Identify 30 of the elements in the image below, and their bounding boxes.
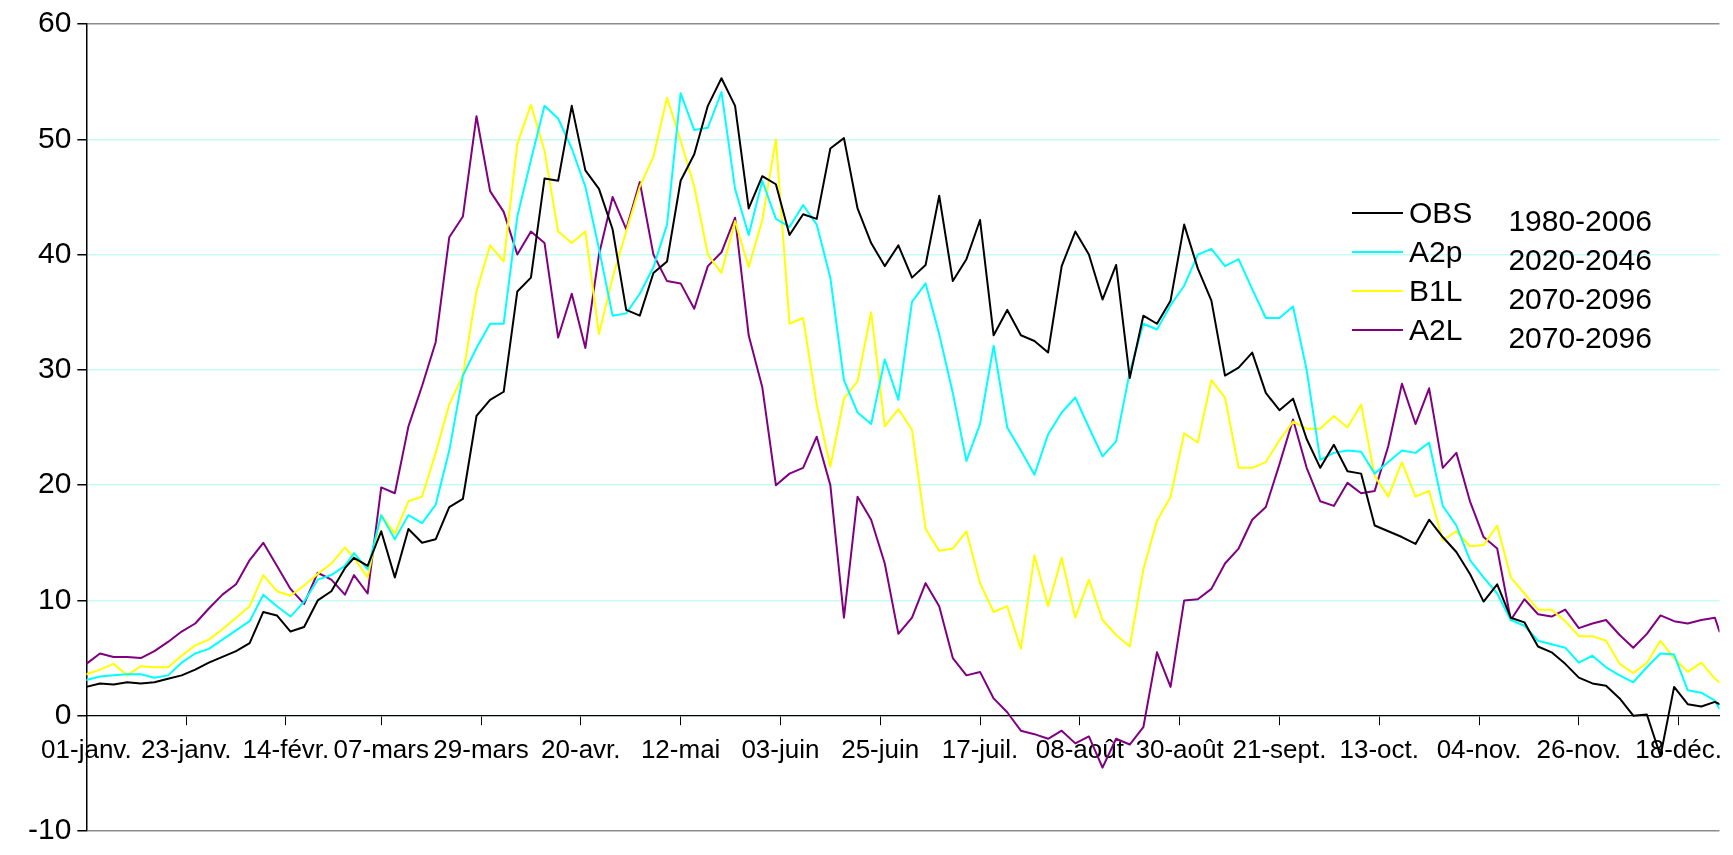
x-tick-label: 26-nov. <box>1536 734 1622 765</box>
x-tick-label: 23-janv. <box>140 734 232 765</box>
y-tick-label: 20 <box>37 466 72 500</box>
x-tick-label: 07-mars <box>333 734 429 765</box>
y-tick-label: 30 <box>37 351 72 385</box>
y-tick-label: 10 <box>37 581 72 615</box>
annotation: 2070-2096 <box>1508 281 1652 318</box>
legend-label: B1L <box>1409 273 1464 310</box>
x-tick-label: 20-avr. <box>541 734 621 765</box>
x-tick-label: 12-mai <box>640 734 721 765</box>
legend-label: A2p <box>1409 234 1464 271</box>
x-tick-label: 04-nov. <box>1436 734 1522 765</box>
y-tick-label: 40 <box>37 235 72 269</box>
x-tick-label: 25-juin <box>841 734 920 765</box>
annotation: 2070-2096 <box>1508 320 1652 357</box>
x-tick-label: 30-août <box>1135 734 1225 765</box>
y-tick-label: 60 <box>37 5 72 39</box>
x-tick-label: 17-juil. <box>941 734 1019 765</box>
x-tick-label: 29-mars <box>433 734 529 765</box>
y-tick-label: 0 <box>54 696 72 730</box>
x-tick-label: 03-juin <box>741 734 820 765</box>
legend-label: OBS <box>1409 195 1473 232</box>
x-tick-label: 21-sept. <box>1232 734 1327 765</box>
x-tick-label: 14-févr. <box>242 734 330 765</box>
annotation: 2020-2046 <box>1508 242 1652 279</box>
y-tick-label: -10 <box>28 812 72 846</box>
x-tick-label: 13-oct. <box>1339 734 1419 765</box>
legend-label: A2L <box>1409 312 1464 349</box>
annotation: 1980-2006 <box>1508 203 1652 240</box>
y-tick-label: 50 <box>37 120 72 154</box>
